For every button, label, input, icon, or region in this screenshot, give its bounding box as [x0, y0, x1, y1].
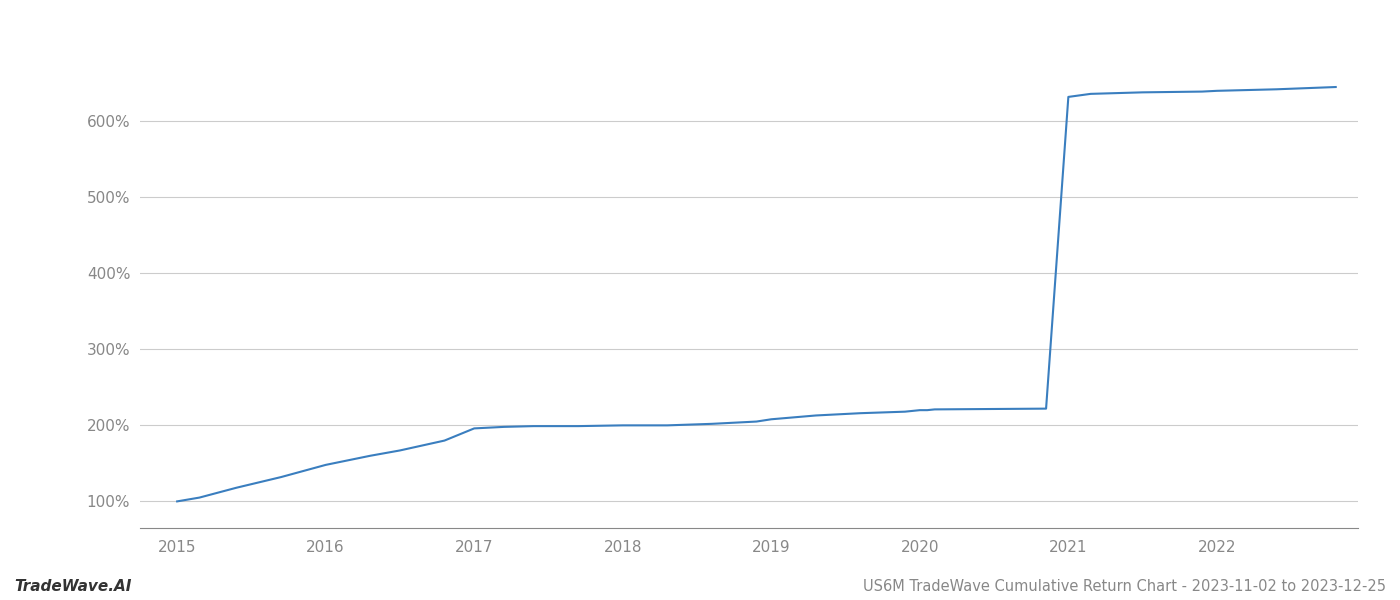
Text: US6M TradeWave Cumulative Return Chart - 2023-11-02 to 2023-12-25: US6M TradeWave Cumulative Return Chart -… [862, 579, 1386, 594]
Text: TradeWave.AI: TradeWave.AI [14, 579, 132, 594]
